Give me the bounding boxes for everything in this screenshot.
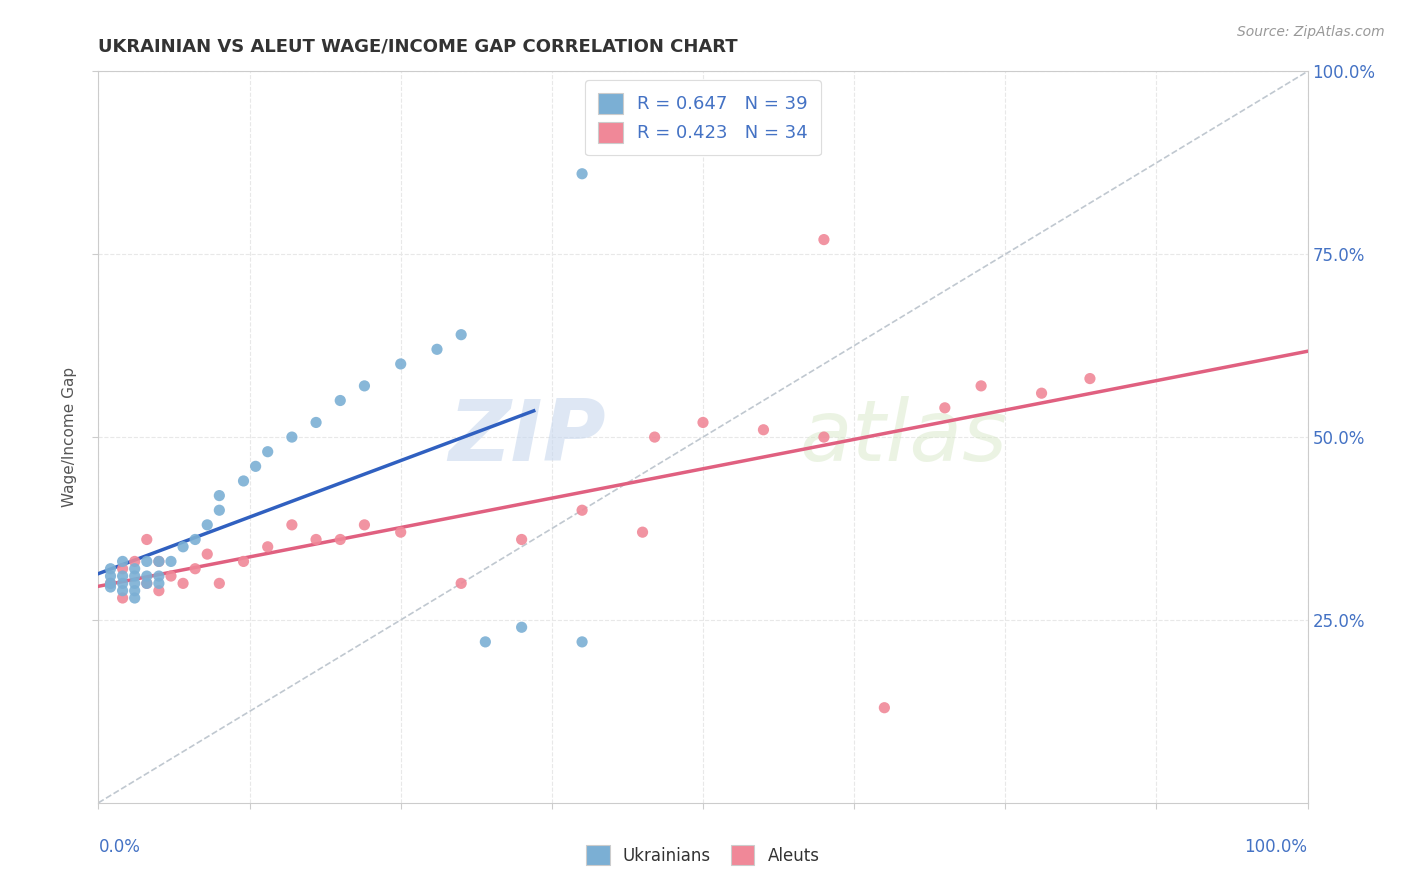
Text: 100.0%: 100.0% (1244, 838, 1308, 856)
Text: ZIP: ZIP (449, 395, 606, 479)
Point (100, 562, 122, 576)
Point (208, 489, 231, 503)
Legend: Ukrainians, Aleuts: Ukrainians, Aleuts (576, 836, 830, 875)
Point (148, 554, 170, 568)
Point (195, 547, 218, 561)
Point (934, 401, 956, 415)
Point (124, 583, 146, 598)
Point (329, 393, 352, 408)
Point (752, 423, 775, 437)
Point (510, 533, 533, 547)
Text: UKRAINIAN VS ALEUT WAGE/INCOME GAP CORRELATION CHART: UKRAINIAN VS ALEUT WAGE/INCOME GAP CORRE… (98, 38, 738, 56)
Point (256, 540, 278, 554)
Point (148, 583, 170, 598)
Point (450, 327, 472, 342)
Point (1031, 386, 1053, 401)
Point (100, 576, 122, 591)
Point (873, 700, 896, 714)
Point (111, 554, 134, 568)
Point (184, 533, 207, 547)
Point (100, 576, 122, 591)
Point (510, 620, 533, 634)
Point (135, 576, 157, 591)
Point (329, 533, 352, 547)
Point (631, 525, 654, 540)
Point (353, 379, 375, 393)
Point (111, 583, 134, 598)
Point (148, 554, 170, 568)
Point (135, 569, 157, 583)
Point (124, 554, 146, 568)
Text: atlas: atlas (800, 395, 1008, 479)
Point (571, 503, 593, 517)
Point (160, 554, 183, 568)
Point (232, 474, 254, 488)
Text: Source: ZipAtlas.com: Source: ZipAtlas.com (1237, 25, 1385, 39)
Point (111, 576, 134, 591)
Point (208, 576, 231, 591)
Point (124, 569, 146, 583)
Point (111, 569, 134, 583)
Point (305, 416, 328, 430)
Point (124, 591, 146, 605)
Point (571, 167, 593, 181)
Point (813, 233, 835, 247)
Point (195, 517, 218, 532)
Point (245, 459, 267, 474)
Point (208, 503, 231, 517)
Point (148, 576, 170, 591)
Point (148, 569, 170, 583)
Point (426, 343, 449, 357)
Y-axis label: Wage/Income Gap: Wage/Income Gap (62, 367, 77, 508)
Point (172, 540, 194, 554)
Point (124, 576, 146, 591)
Point (135, 576, 157, 591)
Point (644, 430, 666, 444)
Point (232, 554, 254, 568)
Point (135, 554, 157, 568)
Point (281, 517, 304, 532)
Point (389, 357, 412, 371)
Point (100, 580, 122, 594)
Point (571, 635, 593, 649)
Point (111, 591, 134, 605)
Point (305, 533, 328, 547)
Point (100, 569, 122, 583)
Point (474, 635, 496, 649)
Point (135, 533, 157, 547)
Point (160, 569, 183, 583)
Point (1078, 371, 1101, 385)
Point (389, 525, 412, 540)
Point (692, 416, 714, 430)
Point (970, 379, 993, 393)
Point (813, 430, 835, 444)
Point (172, 576, 194, 591)
Legend: R = 0.647   N = 39, R = 0.423   N = 34: R = 0.647 N = 39, R = 0.423 N = 34 (585, 80, 821, 155)
Point (111, 562, 134, 576)
Point (256, 444, 278, 458)
Point (124, 562, 146, 576)
Point (353, 517, 375, 532)
Text: 0.0%: 0.0% (98, 838, 141, 856)
Point (281, 430, 304, 444)
Point (450, 576, 472, 591)
Point (184, 562, 207, 576)
